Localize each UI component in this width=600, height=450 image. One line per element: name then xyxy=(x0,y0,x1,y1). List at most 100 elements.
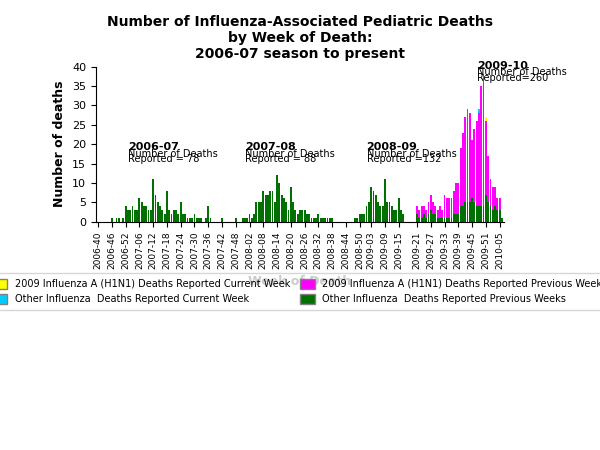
Bar xyxy=(306,214,308,222)
Bar xyxy=(315,218,317,222)
Bar xyxy=(476,206,478,222)
Bar xyxy=(446,198,448,218)
Bar xyxy=(437,218,439,222)
Bar xyxy=(485,117,487,121)
Bar xyxy=(423,206,425,214)
Bar xyxy=(432,214,434,222)
Bar xyxy=(235,218,236,222)
Bar xyxy=(398,198,400,222)
Bar xyxy=(308,214,310,222)
Bar xyxy=(286,202,287,222)
Bar xyxy=(317,214,319,222)
Bar xyxy=(418,218,420,222)
Bar xyxy=(182,214,184,222)
Text: Number of Deaths: Number of Deaths xyxy=(367,148,456,158)
Bar xyxy=(143,206,145,222)
Bar xyxy=(267,194,269,222)
Bar xyxy=(400,210,402,222)
Bar xyxy=(356,218,358,222)
Bar xyxy=(359,214,361,222)
Bar xyxy=(256,202,257,222)
Bar xyxy=(460,206,461,222)
Bar xyxy=(425,218,427,222)
Bar xyxy=(439,206,441,218)
Bar xyxy=(178,214,179,222)
Bar xyxy=(322,218,324,222)
Bar xyxy=(116,218,118,222)
Bar xyxy=(276,175,278,222)
Bar xyxy=(453,214,455,222)
Bar xyxy=(430,194,431,210)
Bar xyxy=(301,210,303,222)
Bar xyxy=(361,214,363,222)
Bar xyxy=(492,210,494,222)
Bar xyxy=(258,202,260,222)
Bar xyxy=(487,156,489,202)
Bar xyxy=(453,191,455,214)
Bar xyxy=(272,191,274,222)
Bar xyxy=(490,179,491,206)
Bar xyxy=(457,183,459,214)
Bar xyxy=(455,214,457,222)
Bar xyxy=(476,121,478,206)
Bar xyxy=(281,194,283,222)
Bar xyxy=(395,210,397,222)
Bar xyxy=(125,206,127,222)
Bar xyxy=(265,194,266,222)
Bar xyxy=(209,218,211,222)
Bar xyxy=(377,202,379,222)
Text: Number of Deaths: Number of Deaths xyxy=(245,148,335,158)
Bar xyxy=(384,179,386,222)
X-axis label: Week of Death: Week of Death xyxy=(248,274,352,288)
Bar xyxy=(382,206,383,222)
Text: Reported = 88: Reported = 88 xyxy=(245,154,316,164)
Bar xyxy=(221,218,223,222)
Bar xyxy=(329,218,331,222)
Bar xyxy=(169,210,170,222)
Text: Reported = 78: Reported = 78 xyxy=(128,154,199,164)
Bar xyxy=(287,210,289,222)
Bar xyxy=(208,206,209,222)
Text: Number of Deaths: Number of Deaths xyxy=(128,148,218,158)
Bar xyxy=(313,218,314,222)
Bar xyxy=(469,202,470,222)
Bar xyxy=(471,198,473,222)
Bar xyxy=(295,210,296,222)
Bar xyxy=(379,206,381,222)
Bar xyxy=(467,202,469,222)
Bar xyxy=(354,218,356,222)
Bar xyxy=(118,218,119,222)
Bar xyxy=(462,133,464,206)
Bar xyxy=(416,206,418,214)
Bar xyxy=(180,202,182,222)
Bar xyxy=(437,210,439,218)
Bar xyxy=(278,183,280,222)
Bar xyxy=(122,218,124,222)
Bar xyxy=(134,210,136,222)
Bar xyxy=(189,218,191,222)
Bar xyxy=(161,210,163,222)
Bar xyxy=(443,218,445,222)
Bar xyxy=(425,210,427,218)
Text: 2008-09: 2008-09 xyxy=(367,142,418,152)
Bar xyxy=(164,214,166,222)
Bar xyxy=(403,214,404,222)
Bar xyxy=(191,218,193,222)
Text: Reported =132: Reported =132 xyxy=(367,154,441,164)
Bar xyxy=(299,210,301,222)
Bar xyxy=(251,218,253,222)
Bar xyxy=(442,218,443,222)
Bar xyxy=(111,218,113,222)
Bar xyxy=(460,148,461,206)
Bar xyxy=(494,187,496,206)
Bar xyxy=(430,210,431,222)
Bar xyxy=(148,210,149,222)
Bar xyxy=(499,210,500,222)
Bar xyxy=(490,206,491,222)
Bar xyxy=(434,214,436,222)
Y-axis label: Number of deaths: Number of deaths xyxy=(53,81,67,207)
Bar xyxy=(331,218,333,222)
Bar xyxy=(136,210,138,222)
Bar xyxy=(418,210,420,218)
Bar xyxy=(451,218,452,222)
